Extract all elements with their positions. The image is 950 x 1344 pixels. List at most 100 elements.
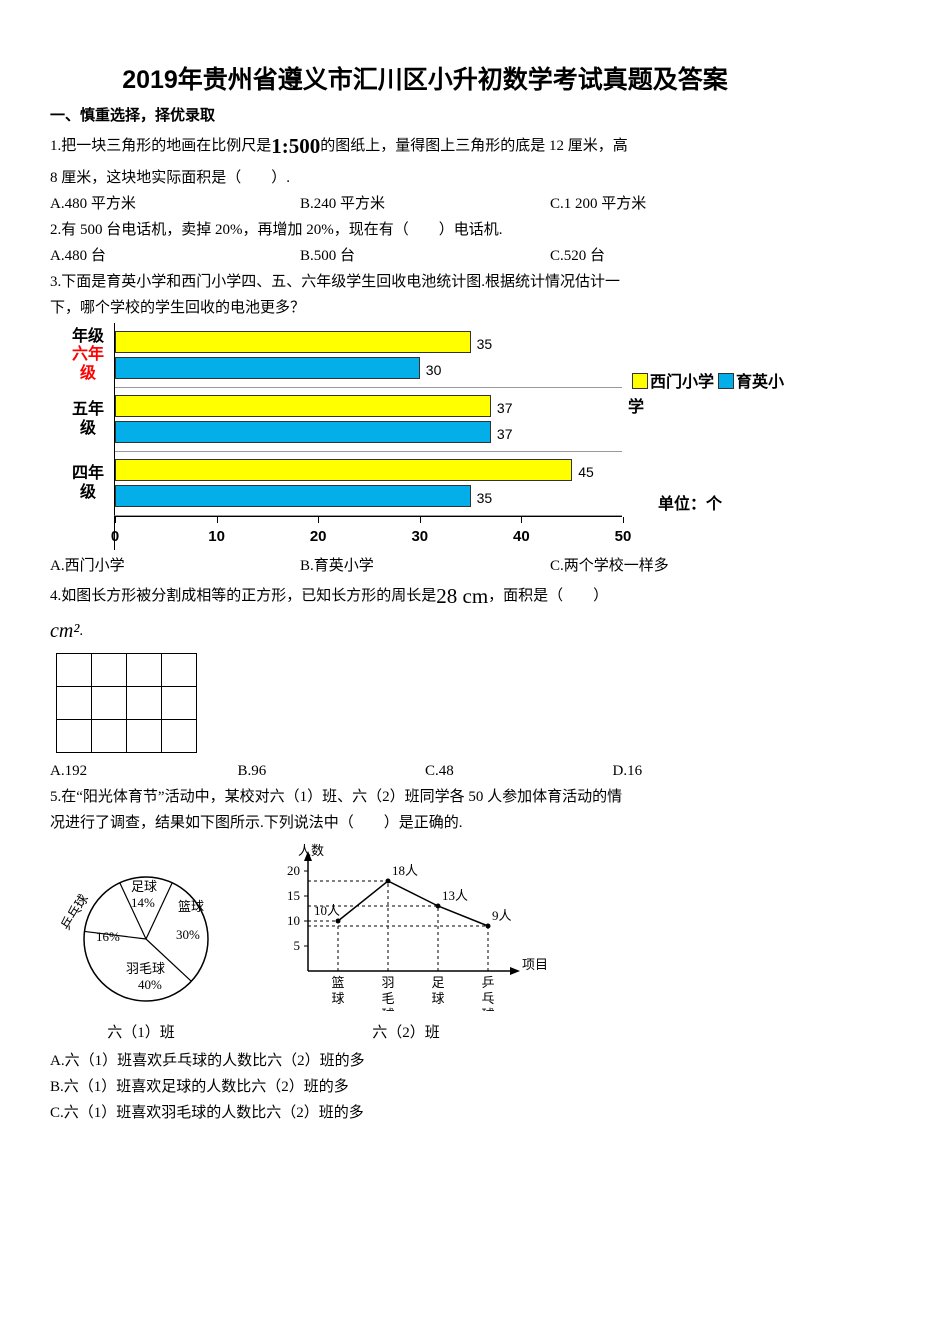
svg-text:乓: 乓 <box>481 991 494 1006</box>
svg-text:20: 20 <box>287 863 300 878</box>
x-tick-label: 30 <box>411 525 428 549</box>
bar-value: 30 <box>426 359 442 381</box>
svg-text:球: 球 <box>481 1007 494 1011</box>
q2-opt-c: C.520 台 <box>550 244 800 268</box>
question-4: 4.如图长方形被分割成相等的正方形，已知长方形的周长是28 cm，面积是（ ） <box>50 580 800 614</box>
q5-opt-a: A.六（1）班喜欢乒乓球的人数比六（2）班的多 <box>50 1049 800 1073</box>
q5-opt-b: B.六（1）班喜欢足球的人数比六（2）班的多 <box>50 1075 800 1099</box>
chart-legend: 西门小学育英小学 <box>628 370 800 421</box>
svg-text:5: 5 <box>294 938 301 953</box>
svg-text:10: 10 <box>287 913 300 928</box>
bar <box>115 421 491 443</box>
svg-text:15: 15 <box>287 888 300 903</box>
pie-label: 羽毛球 <box>126 961 165 976</box>
q1-opt-b: B.240 平方米 <box>300 192 550 216</box>
x-tick-label: 0 <box>111 525 119 549</box>
q1-mid: 的图纸上，量得图上三角形的底是 12 厘米，高 <box>320 138 628 154</box>
q3-opt-b: B.育英小学 <box>300 554 550 578</box>
q2-opt-a: A.480 台 <box>50 244 300 268</box>
q2-opt-b: B.500 台 <box>300 244 550 268</box>
bars-area: 35 30 <box>114 323 622 388</box>
question-3-l2: 下，哪个学校的学生回收的电池更多？ <box>50 296 800 320</box>
bar-value: 35 <box>477 487 493 509</box>
bar-value: 37 <box>497 423 513 445</box>
section-heading: 一、慎重选择，择优录取 <box>50 104 800 128</box>
bar <box>115 331 471 353</box>
q4-unit-line: cm². <box>50 615 800 647</box>
q1-pre: 1.把一块三角形的地画在比例尺是 <box>50 138 271 154</box>
q1-ratio: 1:500 <box>271 134 320 158</box>
bar-value: 35 <box>477 333 493 355</box>
point-label: 13人 <box>442 888 468 903</box>
pie-chart: 足球14%篮球30%羽毛球40%乒乓球16% <box>56 861 226 1011</box>
bar-row: 年级六年级 35 30 <box>62 324 622 388</box>
svg-text:篮: 篮 <box>331 975 344 990</box>
question-5-l1: 5.在“阳光体育节”活动中，某校对六（1）班、六（2）班同学各 50 人参加体育… <box>50 785 800 809</box>
grade-label: 五年级 <box>62 401 114 438</box>
q1-opt-c: C.1 200 平方米 <box>550 192 800 216</box>
q3-options: A.西门小学 B.育英小学 C.两个学校一样多 <box>50 554 800 578</box>
bar <box>115 395 491 417</box>
pie-label: 14% <box>131 895 155 910</box>
line-chart: 人数项目510152010人18人13人9人篮球羽毛球足球乒乓球 <box>266 841 546 1011</box>
q5-opt-c: C.六（1）班喜欢羽毛球的人数比六（2）班的多 <box>50 1101 800 1125</box>
bars-area: 3737 <box>114 387 622 452</box>
pie-label: 40% <box>138 977 162 992</box>
q4-mid: ，面积是（ ） <box>488 588 608 604</box>
svg-text:项目: 项目 <box>522 957 546 972</box>
question-3-l1: 3.下面是育英小学和西门小学四、五、六年级学生回收电池统计图.根据统计情况估计一 <box>50 270 800 294</box>
point-label: 10人 <box>314 903 340 918</box>
q4-pre: 4.如图长方形被分割成相等的正方形，已知长方形的周长是 <box>50 588 436 604</box>
pie-caption: 六（1）班 <box>56 1021 226 1045</box>
x-tick-label: 10 <box>208 525 225 549</box>
svg-text:球: 球 <box>431 991 444 1006</box>
svg-text:球: 球 <box>381 1007 394 1011</box>
point-label: 18人 <box>392 863 418 878</box>
q1-opt-a: A.480 平方米 <box>50 192 300 216</box>
pie-label: 30% <box>176 927 200 942</box>
bar <box>115 357 420 379</box>
point-label: 9人 <box>492 908 512 923</box>
x-tick-label: 50 <box>615 525 632 549</box>
q4-unit: cm² <box>50 620 79 642</box>
q3-opt-c: C.两个学校一样多 <box>550 554 800 578</box>
svg-text:毛: 毛 <box>381 991 394 1006</box>
q4-tail: . <box>79 623 83 639</box>
q4-opt-b: B.96 <box>238 759 426 783</box>
question-2: 2.有 500 台电话机，卖掉 20%，再增加 20%，现在有（ ）电话机. <box>50 218 800 242</box>
pie-label: 16% <box>96 929 120 944</box>
bar <box>115 459 572 481</box>
pie-label: 篮球 <box>178 899 204 914</box>
pie-chart-wrap: 足球14%篮球30%羽毛球40%乒乓球16% 六（1）班 <box>56 861 226 1045</box>
unit-label: 单位：个 <box>658 492 722 518</box>
svg-text:足: 足 <box>431 975 444 990</box>
svg-text:球: 球 <box>331 991 344 1006</box>
q5-charts: 足球14%篮球30%羽毛球40%乒乓球16% 六（1）班 人数项目5101520… <box>56 841 800 1045</box>
bar-value: 45 <box>578 461 594 483</box>
bars-area: 4535单位：个 <box>114 451 622 516</box>
bar-row: 五年级3737 <box>62 388 622 452</box>
bar-chart-wrap: 年级六年级3530五年级3737四年级4535单位：个 01020304050 … <box>62 324 800 550</box>
svg-text:羽: 羽 <box>381 975 394 990</box>
x-tick-label: 20 <box>310 525 327 549</box>
question-5-l2: 况进行了调查，结果如下图所示.下列说法中（ ）是正确的. <box>50 811 800 835</box>
x-tick-label: 40 <box>513 525 530 549</box>
bar-row: 四年级4535单位：个 <box>62 452 622 516</box>
svg-text:乒: 乒 <box>481 975 494 990</box>
grade-label: 年级六年级 <box>62 328 114 383</box>
q4-opt-d: D.16 <box>613 759 801 783</box>
line-chart-wrap: 人数项目510152010人18人13人9人篮球羽毛球足球乒乓球 六（2）班 <box>266 841 546 1045</box>
bar-chart: 年级六年级3530五年级3737四年级4535单位：个 01020304050 <box>62 324 622 550</box>
q1-line2: 8 厘米，这块地实际面积是（ ）. <box>50 166 800 190</box>
q4-grid <box>56 653 800 753</box>
bar-value: 37 <box>497 397 513 419</box>
q4-opt-c: C.48 <box>425 759 613 783</box>
q1-options: A.480 平方米 B.240 平方米 C.1 200 平方米 <box>50 192 800 216</box>
q4-opt-a: A.192 <box>50 759 238 783</box>
svg-text:人数: 人数 <box>298 843 324 858</box>
bar <box>115 485 471 507</box>
q2-options: A.480 台 B.500 台 C.520 台 <box>50 244 800 268</box>
q3-opt-a: A.西门小学 <box>50 554 300 578</box>
q4-val: 28 cm <box>436 584 488 608</box>
pie-label: 足球 <box>131 879 157 894</box>
